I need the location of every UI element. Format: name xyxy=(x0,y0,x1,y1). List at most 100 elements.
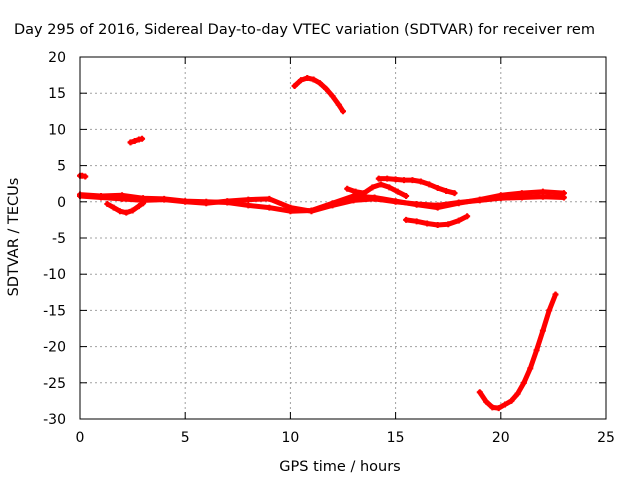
y-tick-label: -15 xyxy=(43,303,66,319)
data-point xyxy=(140,195,147,202)
data-point xyxy=(476,196,483,203)
data-point xyxy=(426,181,433,188)
data-point xyxy=(344,185,351,192)
data-point xyxy=(308,207,315,214)
y-tick-label: 15 xyxy=(48,86,66,102)
data-point xyxy=(434,204,441,211)
data-point xyxy=(386,184,393,191)
data-point xyxy=(340,108,346,115)
data-point xyxy=(291,82,298,89)
data-point xyxy=(245,202,252,209)
y-tick-label: -5 xyxy=(52,231,66,247)
trace-main-band-b xyxy=(77,188,567,215)
trace-dip-mid xyxy=(403,213,471,228)
data-point xyxy=(424,220,431,227)
data-point xyxy=(514,390,521,397)
data-point xyxy=(539,327,546,334)
x-tick-label: 10 xyxy=(281,430,299,446)
data-point xyxy=(546,307,553,314)
y-tick-label: 5 xyxy=(57,159,66,175)
ticks: 0 5 10 15 20 25 20 15 10 5 0 -5 -10 -15 -20 -25 -30 xyxy=(43,50,615,446)
data-point xyxy=(335,101,342,108)
data-point xyxy=(129,207,136,214)
data-point xyxy=(203,198,210,205)
data-point xyxy=(310,76,317,83)
data-point xyxy=(297,77,304,84)
data-point xyxy=(451,190,458,197)
data-point xyxy=(483,398,490,405)
data-point xyxy=(476,389,483,396)
data-point xyxy=(119,192,126,199)
data-point xyxy=(527,365,534,372)
data-point xyxy=(413,218,420,225)
data-point xyxy=(520,379,527,386)
trace-upper-right-trace xyxy=(376,176,457,196)
data-point xyxy=(464,213,471,220)
data-point xyxy=(409,177,416,184)
data-point xyxy=(392,198,399,205)
data-point xyxy=(539,188,546,195)
data-point xyxy=(375,175,382,182)
x-tick-label: 20 xyxy=(492,430,510,446)
data-point xyxy=(377,181,384,188)
y-axis-label: SDTVAR / TECUs xyxy=(6,178,22,297)
data-point xyxy=(224,199,231,206)
x-tick-label: 15 xyxy=(387,430,405,446)
trace-hump-mid xyxy=(344,181,410,200)
data-point xyxy=(384,175,391,182)
grid xyxy=(80,57,606,419)
data-point xyxy=(455,217,462,224)
x-tick-label: 5 xyxy=(181,430,190,446)
data-point xyxy=(455,200,462,207)
data-point xyxy=(161,195,168,202)
x-axis-label: GPS time / hours xyxy=(279,459,400,475)
data-point xyxy=(533,347,540,354)
data-point xyxy=(371,194,378,201)
data-point xyxy=(394,188,401,195)
data-point xyxy=(139,135,146,142)
data-point xyxy=(287,208,294,215)
data-point xyxy=(316,80,323,87)
data-point xyxy=(329,200,336,207)
data-point xyxy=(502,401,509,408)
data-point xyxy=(445,221,452,228)
data-point xyxy=(182,198,189,205)
data-point xyxy=(135,203,142,210)
data-point xyxy=(123,209,130,216)
trace-upper-right xyxy=(375,175,458,197)
y-tick-label: -20 xyxy=(43,340,66,356)
y-tick-label: 10 xyxy=(48,122,66,138)
data-point xyxy=(304,74,311,81)
data-point xyxy=(323,85,330,92)
x-tick-label: 25 xyxy=(597,430,615,446)
data-point xyxy=(417,178,424,185)
data-point xyxy=(131,137,138,144)
data-point xyxy=(104,200,111,207)
data-point xyxy=(350,193,357,200)
data-point xyxy=(508,397,515,404)
y-tick-label: -10 xyxy=(43,267,66,283)
data-point xyxy=(266,195,273,202)
trace-short-upper xyxy=(127,135,146,146)
data-point xyxy=(495,405,502,412)
data-point xyxy=(116,208,123,215)
data-point xyxy=(245,196,252,203)
data-point xyxy=(329,93,336,100)
data-point xyxy=(98,193,105,200)
chart-title: Day 295 of 2016, Sidereal Day-to-day VTE… xyxy=(14,22,595,38)
series-layer xyxy=(77,74,567,412)
data-point xyxy=(434,185,441,192)
data-point xyxy=(361,190,368,197)
trace-dip-early xyxy=(104,200,147,216)
data-point xyxy=(497,192,504,199)
data-point xyxy=(369,184,376,191)
data-point xyxy=(552,291,559,298)
x-tick-label: 0 xyxy=(76,430,85,446)
y-tick-label: -25 xyxy=(43,376,66,392)
data-point xyxy=(489,404,496,411)
data-point xyxy=(82,173,89,180)
trace-high-arc xyxy=(291,74,346,115)
data-point xyxy=(560,190,567,197)
